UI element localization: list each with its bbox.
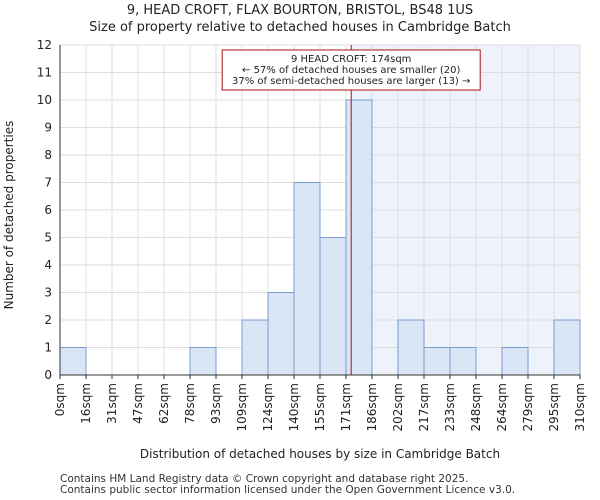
bar-202sqm[interactable] (397, 319, 425, 376)
x-tick-label-248sqm: 248sqm (469, 383, 483, 431)
y-tick-label-8: 8 (44, 148, 52, 162)
annotation-box (221, 49, 481, 91)
y-axis-label: Number of detached properties (2, 121, 16, 310)
x-tick-label-186sqm: 186sqm (365, 383, 379, 431)
x-tick-label-0sqm: 0sqm (53, 383, 67, 416)
bar-171sqm[interactable] (345, 99, 373, 376)
x-tick-label-279sqm: 279sqm (521, 383, 535, 431)
annotation-line3: 37% of semi-detached houses are larger (… (232, 76, 470, 87)
chart-subtitle: Size of property relative to detached ho… (89, 20, 511, 35)
footer-licence: Contains public sector information licen… (60, 484, 516, 496)
x-tick-label-31sqm: 31sqm (105, 383, 119, 424)
x-tick-label-233sqm: 233sqm (443, 383, 457, 431)
bar-155sqm[interactable] (319, 237, 347, 376)
bar-0sqm[interactable] (59, 347, 87, 376)
bar-217sqm[interactable] (423, 347, 451, 376)
y-tick-label-5: 5 (44, 231, 52, 245)
bar-295sqm[interactable] (553, 319, 581, 376)
y-tick-label-7: 7 (44, 176, 52, 190)
x-tick-label-47sqm: 47sqm (131, 383, 145, 424)
x-tick-label-155sqm: 155sqm (313, 383, 327, 431)
y-tick-label-0: 0 (44, 368, 52, 382)
x-tick-label-93sqm: 93sqm (209, 383, 223, 424)
x-tick-label-202sqm: 202sqm (391, 383, 405, 431)
x-axis-label: Distribution of detached houses by size … (140, 447, 500, 461)
bar-78sqm[interactable] (189, 347, 217, 376)
x-tick-label-217sqm: 217sqm (417, 383, 431, 431)
x-tick-label-16sqm: 16sqm (79, 383, 93, 424)
bar-124sqm[interactable] (267, 292, 295, 376)
y-tick-label-2: 2 (44, 313, 52, 327)
x-tick-label-171sqm: 171sqm (339, 383, 353, 431)
y-tick-label-4: 4 (44, 258, 52, 272)
annotation-line2: ← 57% of detached houses are smaller (20… (242, 65, 460, 76)
y-tick-label-1: 1 (44, 341, 52, 355)
footer-copyright: Contains HM Land Registry data © Crown c… (60, 473, 469, 485)
x-tick-label-310sqm: 310sqm (573, 383, 587, 431)
bar-233sqm[interactable] (449, 347, 477, 376)
x-tick-label-62sqm: 62sqm (157, 383, 171, 424)
x-tick-label-140sqm: 140sqm (287, 383, 301, 431)
y-tick-label-9: 9 (44, 121, 52, 135)
chart-title: 9, HEAD CROFT, FLAX BOURTON, BRISTOL, BS… (126, 3, 474, 18)
bar-264sqm[interactable] (501, 347, 529, 376)
x-tick-label-295sqm: 295sqm (547, 383, 561, 431)
bar-109sqm[interactable] (241, 319, 269, 376)
x-tick-label-124sqm: 124sqm (261, 383, 275, 431)
y-tick-label-6: 6 (44, 203, 52, 217)
x-tick-label-109sqm: 109sqm (235, 383, 249, 431)
bar-140sqm[interactable] (293, 182, 321, 376)
annotation-line1: 9 HEAD CROFT: 174sqm (291, 54, 411, 65)
y-tick-label-11: 11 (37, 66, 52, 80)
y-tick-label-10: 10 (37, 93, 52, 107)
y-tick-label-3: 3 (44, 286, 52, 300)
x-tick-label-264sqm: 264sqm (495, 383, 509, 431)
y-tick-label-12: 12 (37, 38, 52, 52)
x-tick-label-78sqm: 78sqm (183, 383, 197, 424)
